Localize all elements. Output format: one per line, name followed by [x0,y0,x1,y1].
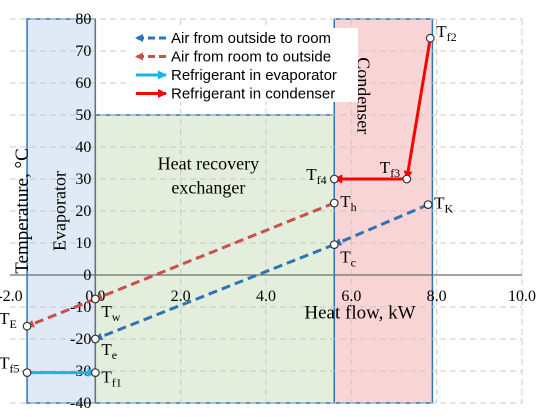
point-TE-label: TE [0,309,17,331]
legend-label-0: Air from outside to room [171,30,331,47]
point-Tf4-marker [329,174,339,184]
series-1-segment [26,297,96,328]
legend-label-2: Refrigerant in evaporator [171,67,337,84]
y-tick-label: 70 [75,43,91,60]
point-Th-marker [329,198,339,208]
y-tick-label: 10 [75,235,91,252]
y-tick-label: 80 [75,11,91,28]
legend-label-3: Refrigerant in condenser [171,86,335,103]
y-tick-label: 40 [75,139,91,156]
series-0-segment [333,203,429,246]
point-TK-label: TK [434,194,453,216]
x-tick-label: 10.0 [508,288,536,305]
series-0-segment [94,243,335,341]
point-Tf3-marker [402,174,412,184]
legend-box [130,28,358,102]
evaporator-label: Evaporator [49,171,69,251]
point-Tf5-marker [22,368,32,378]
point-Tc-marker [329,240,339,250]
x-tick-label: -2.0 [0,288,23,305]
heat-recovery-label-line2: exchanger [171,177,245,197]
point-TE-marker [22,321,32,331]
point-Tf1-marker [90,368,100,378]
y-tick-label: 60 [75,75,91,92]
y-tick-label: 0 [83,267,91,284]
heat-recovery-label-line1: Heat recovery [158,153,259,173]
y-tick-label: -20 [70,331,91,348]
legend-label-1: Air from room to outside [171,49,331,66]
y-tick-label: -10 [70,299,91,316]
x-tick-label: 8.0 [427,288,447,305]
x-tick-label: 4.0 [256,288,276,305]
x-axis-title: Heat flow, kW [304,303,415,324]
y-tick-label: -40 [70,395,91,412]
series-1-segment [94,201,335,301]
x-tick-label: 6.0 [341,288,361,305]
point-Tw-marker [90,294,100,304]
series-3-segment [403,37,432,180]
y-axis-title: Temperature, °C [12,148,33,274]
condenser-label: Condenser [354,57,374,134]
y-tick-label: 20 [75,203,91,220]
point-Tf2-marker [425,33,435,43]
y-tick-label: 30 [75,171,91,188]
point-Tf5-label: Tf5 [0,354,19,376]
point-TK-marker [423,200,433,210]
y-tick-label: 50 [75,107,91,124]
point-Tf2-label: Tf2 [436,22,456,44]
point-Te-marker [90,334,100,344]
x-tick-label: 2.0 [171,288,191,305]
